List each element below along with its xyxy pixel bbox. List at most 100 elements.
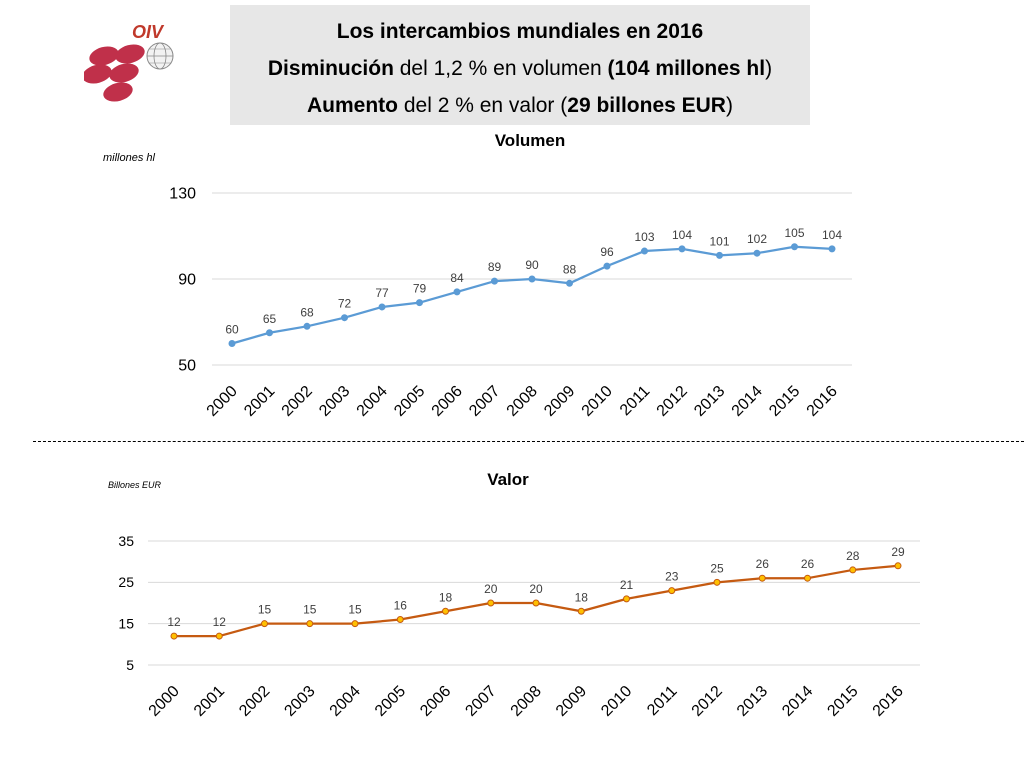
value-data-label: 26 bbox=[756, 557, 770, 571]
value-point bbox=[396, 616, 404, 624]
value-x-tick-label: 2005 bbox=[372, 683, 409, 720]
volume-point bbox=[791, 243, 798, 251]
value-data-label: 15 bbox=[303, 603, 317, 617]
value-data-label: 21 bbox=[620, 578, 634, 592]
value-x-tick-label: 2009 bbox=[553, 683, 590, 720]
value-data-label: 28 bbox=[846, 549, 860, 563]
header-value-line: Aumento del 2 % en valor (29 billones EU… bbox=[307, 94, 733, 117]
value-x-tick-label: 2006 bbox=[417, 683, 454, 720]
volume-data-label: 105 bbox=[784, 226, 804, 240]
value-data-label: 20 bbox=[484, 582, 498, 596]
volume-point bbox=[603, 262, 611, 270]
value-data-label: 20 bbox=[529, 582, 543, 596]
value-point bbox=[713, 578, 721, 586]
oiv-logo-text: OIV bbox=[132, 22, 165, 42]
value-point bbox=[668, 587, 676, 595]
value-data-label: 15 bbox=[348, 603, 362, 617]
value-point bbox=[804, 574, 811, 582]
value-point bbox=[487, 599, 495, 607]
value-point bbox=[623, 595, 630, 603]
oiv-logo: OIV bbox=[82, 22, 184, 106]
value-x-tick-label: 2014 bbox=[779, 683, 816, 720]
value-point bbox=[306, 620, 314, 628]
value-data-label: 18 bbox=[575, 590, 589, 604]
volume-point bbox=[641, 247, 648, 255]
value-point bbox=[261, 620, 268, 628]
volume-data-label: 88 bbox=[563, 262, 577, 276]
value-point bbox=[215, 632, 223, 640]
volume-data-label: 89 bbox=[488, 260, 502, 274]
value-x-tick-label: 2001 bbox=[191, 683, 228, 720]
volume-chart-title: Volumen bbox=[494, 131, 566, 150]
volume-point bbox=[453, 288, 461, 296]
value-data-label: 26 bbox=[801, 557, 815, 571]
value-data-label: 12 bbox=[213, 615, 227, 629]
value-x-tick-label: 2013 bbox=[734, 683, 771, 720]
volume-point bbox=[341, 314, 348, 322]
volume-data-label: 96 bbox=[600, 245, 614, 259]
volume-data-label: 77 bbox=[375, 286, 389, 300]
volume-point bbox=[491, 277, 498, 285]
volume-point bbox=[266, 329, 273, 337]
volume-point bbox=[828, 245, 836, 253]
header-volume-line: Disminución del 1,2 % en volumen (104 mi… bbox=[267, 57, 773, 80]
volume-point bbox=[678, 245, 686, 253]
value-data-label: 18 bbox=[439, 590, 453, 604]
value-point bbox=[351, 620, 359, 628]
value-data-label: 23 bbox=[665, 570, 679, 584]
value-x-tick-label: 2010 bbox=[598, 683, 635, 720]
volume-data-label: 102 bbox=[747, 232, 767, 246]
volume-point bbox=[416, 299, 423, 307]
value-point bbox=[532, 599, 540, 607]
volume-data-label: 68 bbox=[300, 305, 314, 319]
value-x-tick-label: 2015 bbox=[824, 683, 861, 720]
value-x-tick-label: 2007 bbox=[462, 683, 499, 720]
value-x-tick-label: 2011 bbox=[644, 683, 680, 719]
value-point bbox=[170, 632, 178, 640]
volume-point bbox=[378, 303, 386, 311]
volume-data-label: 79 bbox=[413, 282, 427, 296]
value-y-tick-label: 15 bbox=[118, 616, 134, 632]
volume-data-label: 72 bbox=[338, 297, 352, 311]
header-title: Los intercambios mundiales en 2016 bbox=[336, 20, 704, 43]
volume-y-tick-label: 90 bbox=[178, 272, 196, 289]
volume-data-label: 60 bbox=[225, 323, 239, 337]
volume-data-label: 84 bbox=[450, 271, 464, 285]
value-x-tick-label: 2000 bbox=[146, 683, 183, 720]
value-x-tick-label: 2016 bbox=[870, 683, 907, 720]
value-chart-title: Valor bbox=[487, 470, 529, 489]
value-x-tick-label: 2004 bbox=[327, 683, 364, 720]
value-point bbox=[577, 607, 585, 615]
volume-y-tick-label: 50 bbox=[178, 358, 196, 375]
volume-point bbox=[716, 251, 723, 259]
volume-data-label: 103 bbox=[634, 230, 654, 244]
value-point bbox=[894, 562, 902, 570]
volume-unit-label: millones hl bbox=[103, 152, 155, 164]
volume-point bbox=[303, 322, 311, 330]
volume-point bbox=[566, 279, 573, 287]
value-y-tick-label: 35 bbox=[118, 533, 134, 549]
volume-data-label: 90 bbox=[525, 258, 539, 272]
volume-point bbox=[753, 249, 761, 257]
volume-data-label: 101 bbox=[709, 234, 729, 248]
value-x-tick-label: 2008 bbox=[508, 683, 545, 720]
volume-point bbox=[528, 275, 536, 283]
value-point bbox=[849, 566, 857, 574]
volume-data-label: 104 bbox=[672, 228, 692, 242]
value-data-label: 12 bbox=[167, 615, 181, 629]
value-unit-label: Billones EUR bbox=[108, 480, 162, 490]
header-box: Los intercambios mundiales en 2016 Dismi… bbox=[230, 5, 810, 125]
value-data-label: 25 bbox=[710, 561, 724, 575]
value-data-label: 29 bbox=[891, 545, 905, 559]
chart-divider bbox=[33, 441, 1024, 442]
value-data-label: 15 bbox=[258, 603, 272, 617]
volume-data-label: 65 bbox=[263, 312, 277, 326]
value-x-tick-label: 2003 bbox=[281, 683, 318, 720]
volume-data-label: 104 bbox=[822, 228, 842, 242]
value-y-tick-label: 25 bbox=[118, 574, 134, 590]
volume-point bbox=[228, 340, 236, 347]
volume-y-tick-label: 130 bbox=[169, 186, 196, 203]
value-x-tick-label: 2002 bbox=[236, 683, 273, 720]
